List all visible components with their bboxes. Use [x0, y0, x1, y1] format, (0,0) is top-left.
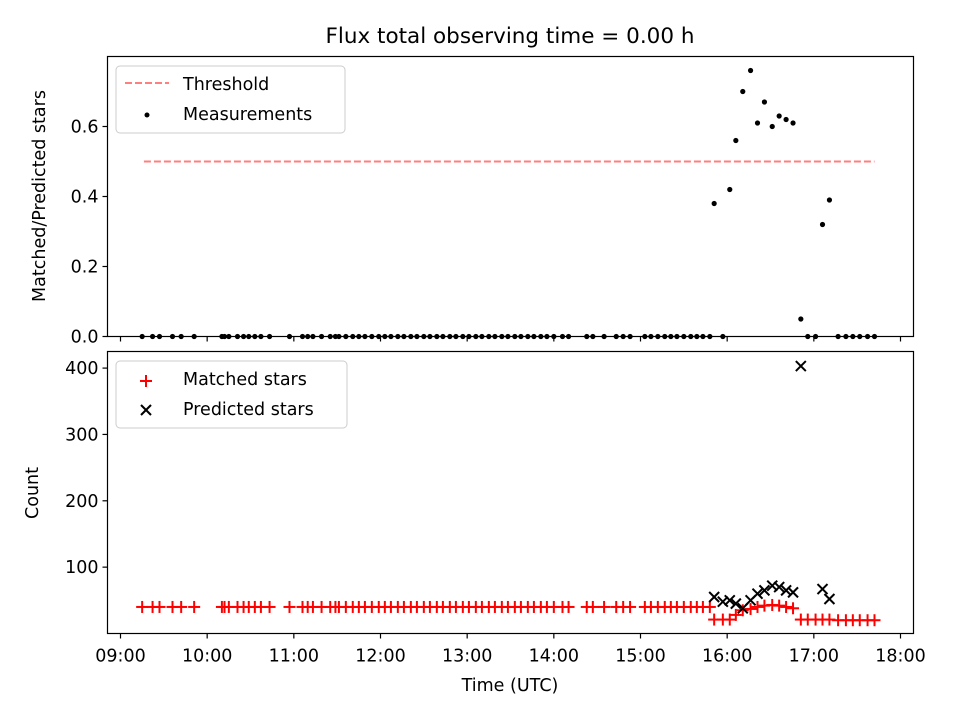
bottom-xlabel: Time (UTC) [461, 676, 559, 696]
matched-stars-point [188, 600, 201, 613]
bottom-x-tick-label: 12:00 [355, 647, 405, 667]
bottom-x-tick-label: 14:00 [529, 647, 579, 667]
measurement-point [798, 316, 804, 322]
measurement-point [776, 113, 782, 119]
top-y-tick-label: 0.2 [71, 258, 99, 278]
top-y-tick-label: 0.4 [71, 188, 99, 208]
legend-predicted-marker [140, 404, 152, 416]
bottom-legend: Matched stars Predicted stars [115, 360, 348, 429]
top-y-tick-label: 0.6 [71, 118, 99, 138]
matched-stars-point [586, 600, 599, 613]
legend-predicted-label: Predicted stars [183, 400, 314, 420]
legend-matched-marker [140, 375, 152, 387]
top-y-tick-label: 0.0 [71, 328, 99, 348]
bottom-plot: 09:00 10:00 11:00 12:00 13:00 14:00 15:00 16:00… [23, 350, 926, 696]
bottom-plot-frame [106, 350, 915, 635]
top-legend: Threshold Measurements [115, 65, 346, 134]
predicted-stars-point [773, 581, 785, 593]
measurement-point [747, 67, 754, 74]
matched-stars-point [868, 614, 881, 627]
bottom-x-tick-label: 09:00 [95, 647, 145, 667]
bottom-y-tick-label: 100 [65, 558, 98, 578]
chart-title: Flux total observing time = 0.00 h [326, 24, 695, 49]
bottom-ylabel: Count [23, 467, 43, 519]
measurement-point [711, 200, 717, 207]
measurement-point [740, 88, 746, 95]
measurement-point [733, 137, 739, 144]
bottom-x-tick-label: 17:00 [789, 647, 839, 667]
matched-stars-point [136, 600, 149, 613]
predicted-stars-point [708, 591, 720, 603]
bottom-y-tick-label: 200 [65, 492, 98, 512]
matched-stars-point [736, 604, 749, 617]
predicted-stars-point [724, 594, 736, 607]
matched-stars-point [624, 600, 637, 613]
top-ylabel: Matched/Predicted stars [30, 90, 50, 302]
predicted-stars-point [787, 586, 799, 599]
measurement-point [790, 120, 796, 126]
top-plot: 0.0 0.2 0.4 0.6 Matched/Predicted stars Thr… [30, 55, 915, 348]
predicted-stars-point [780, 584, 792, 597]
matched-stars-point [751, 600, 764, 613]
measurement-point [819, 221, 826, 228]
measurement-point [761, 99, 768, 105]
bottom-x-tick-label: 15:00 [615, 647, 665, 667]
legend-measurements-label: Measurements [183, 105, 312, 125]
matched-stars-point [562, 600, 575, 613]
matched-stars-point [153, 600, 166, 613]
measurement-point [769, 123, 775, 130]
measurement-point [783, 116, 789, 123]
measurement-point [826, 197, 833, 203]
matched-stars-point [729, 608, 742, 621]
legend-threshold-label: Threshold [182, 75, 269, 95]
matched-stars-point [703, 600, 716, 613]
bottom-x-tick-label: 16:00 [702, 647, 752, 667]
top-legend-box [115, 65, 346, 134]
bottom-x-tick-label: 18:00 [875, 647, 925, 667]
predicted-stars-point [730, 597, 742, 610]
matched-stars-point [744, 602, 757, 615]
bottom-y-tick-label: 400 [65, 359, 98, 379]
predicted-stars-point [758, 584, 771, 597]
predicted-stars-point [823, 593, 836, 605]
predicted-stars-point [795, 360, 807, 372]
bottom-legend-box [115, 360, 348, 429]
bottom-x-tick-label: 10:00 [182, 647, 232, 667]
bottom-y-tick-label: 300 [65, 425, 98, 445]
legend-measurements-marker [144, 112, 150, 118]
matched-stars-point [175, 600, 188, 613]
matched-stars-point [787, 602, 800, 615]
matched-stars-point [598, 600, 611, 613]
measurement-point [727, 186, 733, 193]
matched-stars-point [263, 600, 276, 613]
matched-stars-point [723, 613, 736, 626]
bottom-x-tick-label: 13:00 [442, 647, 492, 667]
predicted-stars-point [816, 583, 829, 595]
matched-stars-point [283, 600, 296, 613]
matched-stars-point [773, 599, 786, 612]
predicted-stars-point [751, 587, 764, 600]
matched-stars-point [780, 600, 793, 613]
legend-matched-label: Matched stars [183, 370, 307, 390]
bottom-x-tick-label: 11:00 [269, 647, 319, 667]
measurement-point [754, 120, 761, 126]
